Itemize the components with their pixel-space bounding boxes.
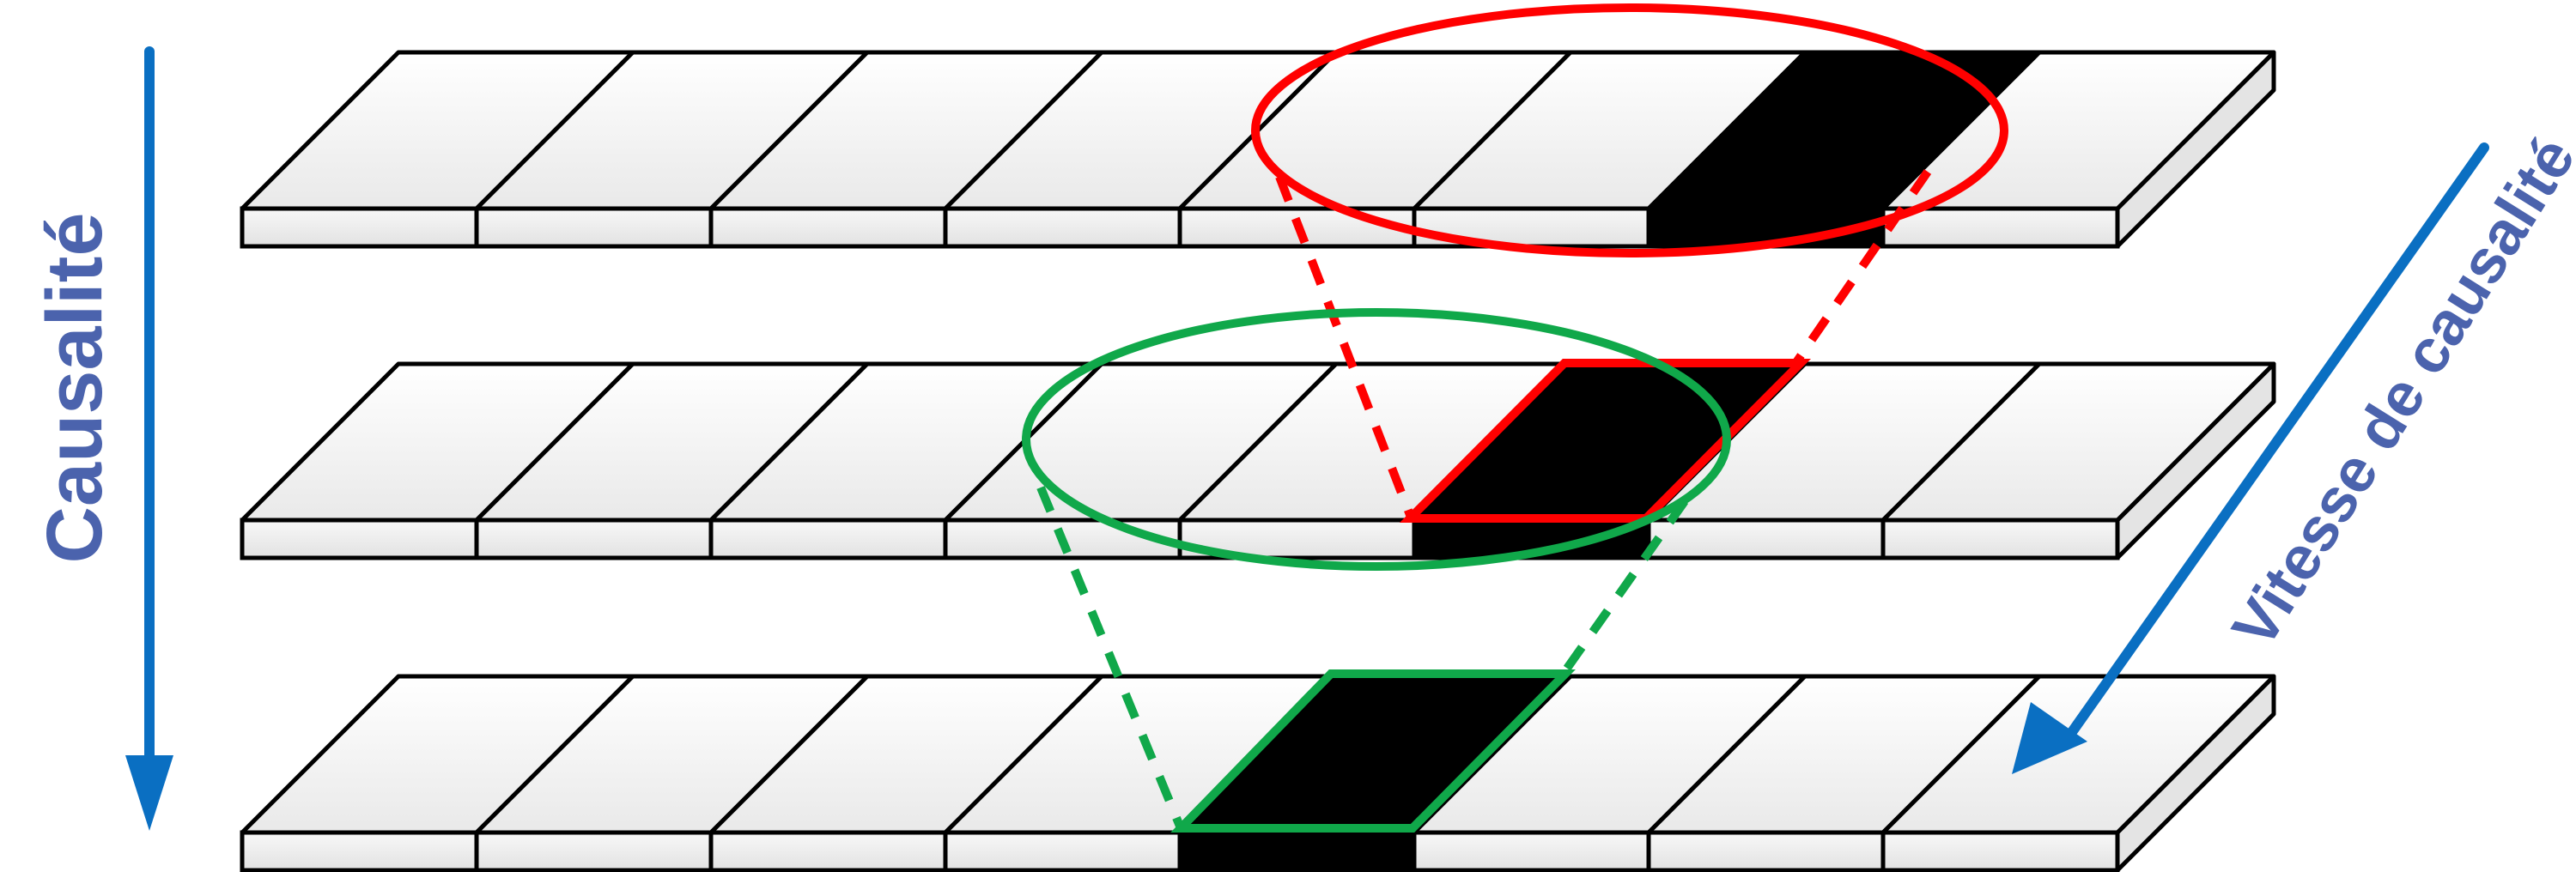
cell-front — [708, 830, 948, 872]
cell-front — [708, 206, 948, 249]
arrow-down-icon — [125, 755, 173, 831]
strip-top — [240, 50, 2276, 249]
cell-front-filled — [1177, 830, 1417, 872]
strip-middle — [240, 361, 2276, 560]
cell-front — [1880, 830, 2120, 872]
cell-front — [474, 206, 714, 249]
green-light-cone — [1022, 308, 1731, 833]
red-cone-left-edge — [1275, 175, 1414, 517]
cell-front — [1646, 518, 1886, 560]
cell-front — [1880, 518, 2120, 560]
causality-label: Causalité — [31, 212, 118, 563]
cell-front — [474, 518, 714, 560]
cell-front — [240, 206, 479, 249]
green-cone-right-edge — [1556, 499, 1689, 681]
cell-front — [1412, 830, 1651, 872]
cell-front — [708, 518, 948, 560]
cell-front — [1880, 206, 2120, 249]
red-ellipse — [1251, 3, 2008, 257]
causality-arrow — [125, 46, 173, 831]
red-highlight-cell — [1399, 359, 1812, 523]
strip-bottom — [240, 674, 2276, 872]
red-light-cone — [1251, 3, 2008, 523]
causality-speed-arrow — [2012, 142, 2489, 774]
cell-front — [474, 830, 714, 872]
cell-front — [943, 206, 1182, 249]
green-cone-left-edge — [1036, 486, 1185, 830]
cell-front — [1646, 830, 1886, 872]
green-ellipse — [1022, 308, 1731, 571]
cell-front — [943, 830, 1182, 872]
arrow-diagonal-icon — [2012, 702, 2087, 774]
red-cone-right-edge — [1792, 169, 1932, 365]
cell-front — [240, 518, 479, 560]
cell-front — [240, 830, 479, 872]
green-highlight-cell — [1170, 669, 1576, 833]
